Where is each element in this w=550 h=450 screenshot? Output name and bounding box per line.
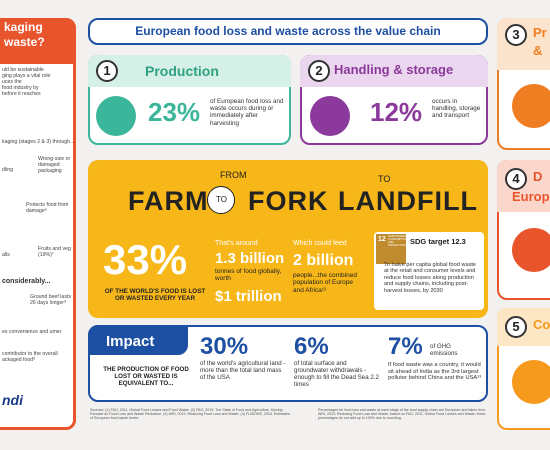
sources: Sources: (1) FAO, 2011. Global Food Loss… — [90, 408, 290, 421]
farm-word: FROM — [220, 170, 247, 180]
left-item: alls — [2, 252, 10, 258]
footer-note: Percentages for food loss and waste at e… — [318, 408, 486, 421]
right-icon — [512, 84, 550, 128]
sdg-icon-text: RESPONSIBLE CONSUMPTION AND PRODUCTION — [388, 235, 408, 247]
right-name: & — [533, 43, 543, 58]
header-title: European food loss and waste across the … — [135, 24, 441, 38]
farm-word: TO — [378, 174, 391, 184]
right-name: D — [533, 169, 543, 184]
left-intro-line: ging plays a vital role — [2, 72, 51, 79]
impact-text: of GHG emissions — [430, 343, 458, 358]
left-intro-line: before it reaches — [2, 90, 41, 97]
left-item: Fruits and veg (19%)⁷ — [38, 246, 71, 258]
stage-name: Production — [145, 63, 219, 79]
header-bar — [88, 18, 488, 45]
left-intro-line: uces the — [2, 78, 22, 85]
impact-percent: 30% — [200, 333, 249, 360]
tonnes-text: tonnes of food globally, worth — [215, 268, 282, 283]
farm-word: TO — [216, 195, 227, 204]
impact-title: Impact — [106, 333, 155, 350]
stage-icon — [310, 96, 350, 136]
left-header — [0, 18, 76, 64]
around: That's around — [215, 240, 258, 247]
farm-word: LANDFILL — [338, 186, 478, 216]
sdg-title: SDG target 12.3 — [410, 237, 466, 246]
stage-percent: 12% — [370, 97, 423, 127]
right-number: 3 — [505, 24, 527, 46]
logo: ndi — [2, 392, 23, 408]
impact-text: of total surface and groundwater withdra… — [294, 360, 379, 389]
right-name: Pr — [533, 25, 547, 40]
stage-text: of European food loss and waste occurs d… — [210, 98, 284, 127]
stage-number: 1 — [96, 60, 118, 82]
stage-icon — [96, 96, 136, 136]
left-title: waste? — [4, 35, 45, 49]
left-item: dling — [2, 167, 13, 173]
stage-percent: 23% — [148, 97, 201, 127]
sdg-icon-number: 12 — [378, 236, 386, 243]
stage-name: Handling & storage — [334, 62, 454, 77]
people: 2 billion — [293, 252, 354, 269]
stage-number: 2 — [308, 60, 330, 82]
big-percent: 33% — [103, 236, 188, 283]
left-item: Ground beef lasts 26 days longer⁸ — [30, 294, 71, 306]
impact-lead: THE PRODUCTION OF FOOD LOST OR WASTED IS… — [103, 366, 189, 388]
left-item: Protects food from damage⁶ — [26, 202, 69, 214]
left-item: contributor to the overall ackaged food⁹ — [2, 351, 58, 363]
impact-percent: 6% — [294, 333, 329, 360]
right-number: 4 — [505, 168, 527, 190]
right-icon — [512, 228, 550, 272]
left-item: considerably... — [2, 278, 51, 285]
right-number: 5 — [505, 316, 527, 338]
worth: $1 trillion — [215, 288, 282, 305]
stage-text: occurs in handling, storage and transpor… — [432, 98, 481, 120]
right-name: Europ — [512, 189, 550, 204]
big-text: OF THE WORLD'S FOOD IS LOST OR WASTED EV… — [104, 288, 206, 303]
left-item: es convenience and umer — [2, 329, 62, 335]
tonnes: 1.3 billion — [215, 250, 285, 267]
farm-word: FARM — [128, 186, 209, 216]
people-text: people...the combined population of Euro… — [293, 272, 357, 294]
feed: Which could feed — [293, 240, 347, 247]
left-item: Wrong-size or damaged packaging — [38, 156, 71, 174]
to-circle — [207, 186, 235, 214]
left-intro: uld be sustainable ging plays a vital rol… — [2, 67, 74, 98]
left-title: kaging — [4, 20, 43, 34]
sdg-icon — [376, 234, 406, 264]
impact-text: of the world's agricultural land - more … — [200, 360, 286, 382]
stage-header — [300, 55, 488, 87]
left-intro-line: uld be sustainable — [2, 67, 44, 73]
left-subhead: kaging (stages 2 & 3) through... — [2, 139, 75, 145]
right-icon — [512, 360, 550, 404]
stage-header — [88, 55, 291, 87]
left-intro-line: food industry by — [2, 84, 39, 91]
right-name: Co — [533, 317, 550, 332]
left-panel — [0, 18, 76, 430]
farm-word: FORK — [248, 186, 329, 216]
impact-percent: 7% — [388, 333, 423, 360]
impact-header — [88, 325, 188, 355]
sdg-text: To halve per capita global food waste at… — [384, 262, 477, 294]
impact-extra: If food waste was a country, it would si… — [388, 362, 482, 382]
